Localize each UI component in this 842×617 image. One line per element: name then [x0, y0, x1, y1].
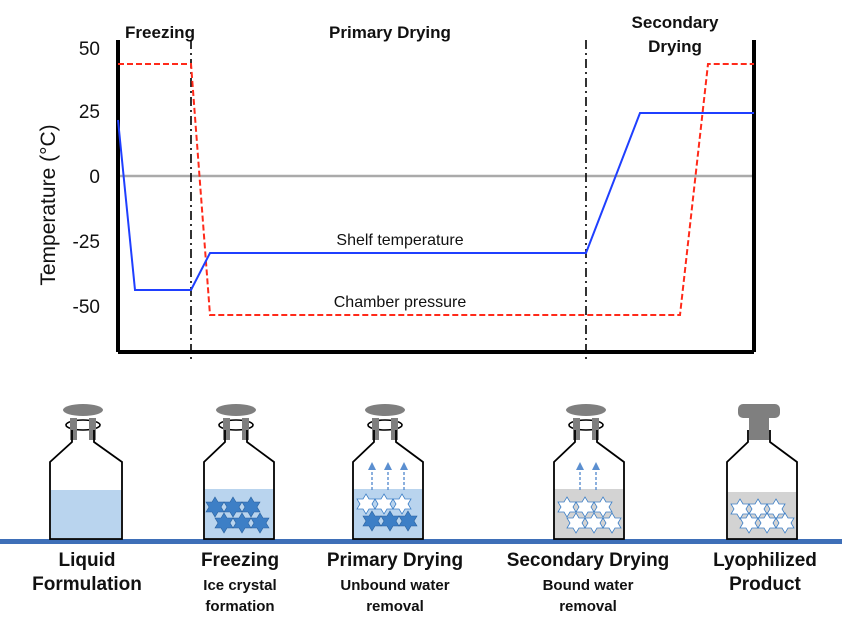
y-axis-label: Temperature (°C) — [37, 124, 60, 285]
vial-3-stopper-left — [372, 418, 379, 440]
vial-4-title: Secondary Drying — [507, 550, 670, 571]
y-tick-50: 50 — [79, 39, 100, 60]
vial-1-body — [49, 430, 123, 540]
vial-2-cap — [216, 404, 256, 416]
vial-4-crystals — [557, 496, 622, 534]
phase-label-secondary-drying-1: Secondary — [632, 13, 719, 32]
vial-2-body — [203, 430, 275, 540]
vial-5-title-line2: Product — [729, 574, 801, 595]
shelf-temperature-label: Shelf temperature — [336, 232, 463, 249]
vial-2-ice-crystals — [205, 496, 270, 534]
vial-2-sub-1: Ice crystal — [203, 577, 276, 594]
vial-freezing — [203, 404, 275, 540]
vial-3-stopper-right — [391, 418, 398, 440]
vial-4-cap — [566, 404, 606, 416]
vial-4-body — [553, 430, 625, 540]
vial-lyophilized-product — [726, 404, 798, 540]
vial-secondary-drying — [553, 404, 625, 540]
chamber-pressure-line — [118, 63, 754, 316]
y-tick-0: 0 — [89, 167, 100, 188]
vial-2-stopper-left — [223, 418, 230, 440]
vial-3-sub-2: removal — [366, 598, 424, 615]
vial-1-cap — [63, 404, 103, 416]
vial-5-stopper — [749, 416, 769, 440]
y-tick-minus-50: -50 — [73, 297, 100, 318]
vial-5-title: Lyophilized — [713, 550, 817, 571]
vial-1-title: Liquid — [59, 550, 116, 571]
vial-primary-drying — [352, 404, 424, 540]
vial-5-dried-crystals — [730, 498, 795, 534]
vial-4-stopper-right — [592, 418, 599, 440]
vial-3-ice-crystals — [362, 510, 418, 532]
vial-2-sub-2: formation — [205, 598, 274, 615]
bench-line — [0, 539, 842, 544]
vial-3-cap — [365, 404, 405, 416]
vial-3-title: Primary Drying — [327, 550, 463, 571]
vial-1-title-line2: Formulation — [32, 574, 142, 595]
phase-label-freezing: Freezing — [125, 23, 195, 42]
vial-5-cap — [738, 404, 780, 418]
vial-2-stopper-right — [242, 418, 249, 440]
vial-4-sub-2: removal — [559, 598, 617, 615]
vial-1-stopper-left — [70, 418, 77, 440]
vial-1-ring — [65, 419, 101, 431]
chamber-pressure-label: Chamber pressure — [334, 294, 467, 311]
vial-2-title: Freezing — [201, 550, 279, 571]
vial-1-stopper-right — [89, 418, 96, 440]
vial-3-ring — [367, 419, 403, 431]
vial-4-vapor-arrows — [576, 462, 600, 490]
vial-2-ring — [218, 419, 254, 431]
phase-label-primary-drying: Primary Drying — [329, 23, 451, 42]
vial-3-body — [352, 430, 424, 540]
vial-3-sub-1: Unbound water — [340, 577, 449, 594]
vial-1-liquid — [51, 490, 121, 538]
y-tick-minus-25: -25 — [73, 232, 100, 253]
vial-4-stopper-left — [573, 418, 580, 440]
vial-4-ring — [568, 419, 604, 431]
shelf-temperature-line — [117, 112, 754, 291]
y-tick-25: 25 — [79, 102, 100, 123]
vial-3-vapor-arrows — [368, 462, 408, 490]
phase-label-secondary-drying-2: Drying — [648, 37, 702, 56]
vial-4-sub-1: Bound water — [543, 577, 634, 594]
vial-5-body — [726, 430, 798, 540]
vial-3-sublimed-crystals — [356, 493, 412, 515]
vial-liquid-formulation — [49, 404, 123, 540]
